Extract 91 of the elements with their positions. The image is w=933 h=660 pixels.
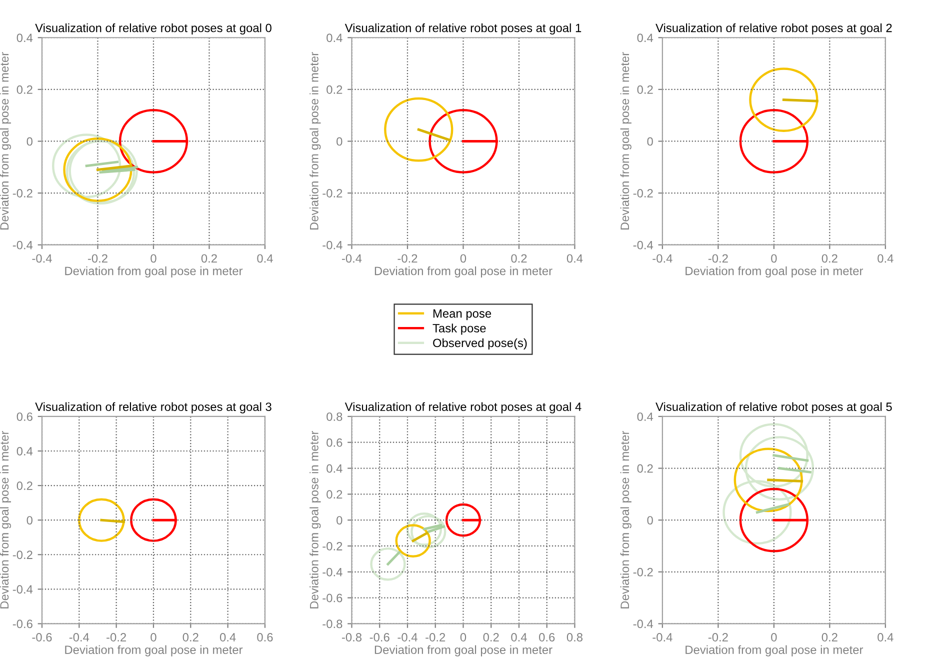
- y-tick-label: 0.4: [326, 34, 342, 42]
- y-tick-label: 0: [336, 516, 342, 525]
- y-tick-label: -0.2: [633, 568, 653, 576]
- chart-title: Visualization of relative robot poses at goal 1: [344, 23, 582, 35]
- x-tick-label: -0.2: [426, 633, 446, 642]
- y-tick-label: 0.2: [326, 85, 342, 94]
- x-tick-label: 0.2: [511, 254, 527, 263]
- y-tick-label: 0.4: [16, 34, 33, 42]
- x-tick-label: 0.2: [182, 633, 198, 642]
- x-tick-label: 0: [460, 633, 466, 642]
- x-axis-title: Deviation from goal pose in meter: [686, 645, 864, 656]
- y-tick-label: -0.2: [322, 542, 342, 550]
- y-tick-label: -0.6: [322, 594, 342, 602]
- y-axis-title: Deviation from goal pose in meter: [0, 52, 11, 230]
- x-tick-label: -0.4: [652, 254, 672, 263]
- y-tick-label: 0.6: [326, 438, 342, 447]
- chart-title: Visualization of relative robot poses at goal 3: [35, 402, 272, 414]
- x-tick-label: -0.4: [652, 633, 672, 642]
- x-tick-label: -0.4: [69, 633, 90, 642]
- x-tick-label: 0.6: [257, 633, 273, 642]
- y-tick-label: 0.4: [637, 412, 654, 421]
- x-tick-label: 0.4: [566, 254, 583, 263]
- x-tick-label: 0: [460, 254, 466, 263]
- x-tick-label: -0.2: [106, 633, 126, 642]
- y-tick-label: -0.4: [12, 240, 33, 250]
- x-tick-label: 0.2: [822, 633, 838, 642]
- y-tick-label: 0.2: [16, 482, 32, 490]
- y-tick-label: 0: [26, 516, 32, 525]
- x-tick-label: 0.2: [822, 254, 838, 263]
- y-tick-label: -0.6: [12, 620, 32, 628]
- y-tick-label: 0.8: [326, 412, 342, 421]
- y-tick-label: 0.6: [16, 412, 32, 421]
- y-tick-label: 0.4: [16, 446, 33, 456]
- x-axis-title: Deviation from goal pose in meter: [374, 645, 552, 656]
- y-tick-label: -0.4: [633, 620, 654, 628]
- x-tick-label: -0.2: [708, 254, 728, 263]
- x-tick-label: -0.6: [32, 633, 52, 642]
- y-axis-title: Deviation from goal pose in meter: [0, 430, 11, 608]
- legend-label: Observed pose(s): [433, 338, 527, 350]
- x-tick-label: -0.2: [88, 254, 108, 263]
- chart-title: Visualization of relative robot poses at goal 0: [35, 23, 272, 35]
- y-tick-label: -0.8: [322, 620, 342, 628]
- x-tick-label: 0.4: [878, 254, 894, 263]
- x-tick-label: 0.2: [201, 254, 217, 263]
- y-tick-label: 0.4: [326, 464, 342, 473]
- x-tick-label: 0: [150, 633, 156, 642]
- y-tick-label: 0: [26, 137, 32, 146]
- y-axis-title: Deviation from goal pose in meter: [310, 430, 321, 608]
- x-tick-label: -0.4: [32, 254, 52, 263]
- y-axis-title: Deviation from goal pose in meter: [620, 430, 632, 608]
- x-tick-label: 0.6: [539, 633, 555, 642]
- y-axis-title: Deviation from goal pose in meter: [620, 52, 632, 230]
- x-axis-title: Deviation from goal pose in meter: [65, 645, 243, 656]
- y-tick-label: 0: [647, 516, 653, 525]
- x-tick-label: 0.4: [878, 633, 894, 642]
- y-tick-label: 0.2: [326, 490, 342, 499]
- y-tick-label: 0: [647, 137, 653, 146]
- y-tick-label: 0.2: [16, 85, 32, 94]
- x-tick-label: -0.4: [398, 633, 418, 642]
- x-tick-label: 0: [771, 254, 777, 263]
- x-axis-title: Deviation from goal pose in meter: [374, 266, 552, 278]
- y-tick-label: -0.2: [633, 189, 653, 198]
- x-tick-label: 0.4: [220, 633, 236, 642]
- y-tick-label: -0.4: [633, 240, 654, 250]
- x-tick-label: 0.4: [511, 633, 527, 642]
- x-axis-title: Deviation from goal pose in meter: [65, 266, 243, 278]
- legend-label: Task pose: [432, 324, 486, 335]
- chart-title: Visualization of relative robot poses at goal 2: [656, 23, 892, 35]
- y-tick-label: 0.2: [637, 85, 653, 94]
- y-tick-label: -0.4: [322, 240, 342, 250]
- legend-label: Mean pose: [433, 309, 492, 320]
- y-tick-label: -0.2: [322, 189, 342, 198]
- y-tick-label: 0.2: [637, 464, 653, 473]
- x-tick-label: -0.2: [398, 254, 418, 263]
- y-tick-label: -0.2: [12, 189, 32, 198]
- y-tick-label: -0.2: [12, 550, 32, 560]
- x-tick-label: -0.6: [370, 633, 390, 642]
- chart-title: Visualization of relative robot poses at goal 5: [656, 402, 892, 414]
- y-tick-label: -0.4: [322, 568, 342, 576]
- y-tick-label: 0: [336, 137, 342, 146]
- x-tick-label: 0.4: [257, 254, 273, 263]
- y-axis-title: Deviation from goal pose in meter: [310, 52, 321, 230]
- x-tick-label: 0.8: [566, 633, 583, 642]
- x-axis-title: Deviation from goal pose in meter: [686, 266, 864, 278]
- x-tick-label: 0: [150, 254, 156, 263]
- y-tick-label: 0.4: [637, 34, 654, 42]
- x-tick-label: 0.2: [483, 633, 499, 642]
- x-tick-label: -0.2: [708, 633, 728, 642]
- x-tick-label: 0: [771, 633, 777, 642]
- y-tick-label: -0.4: [12, 585, 33, 594]
- chart-title: Visualization of relative robot poses at goal 4: [344, 402, 582, 414]
